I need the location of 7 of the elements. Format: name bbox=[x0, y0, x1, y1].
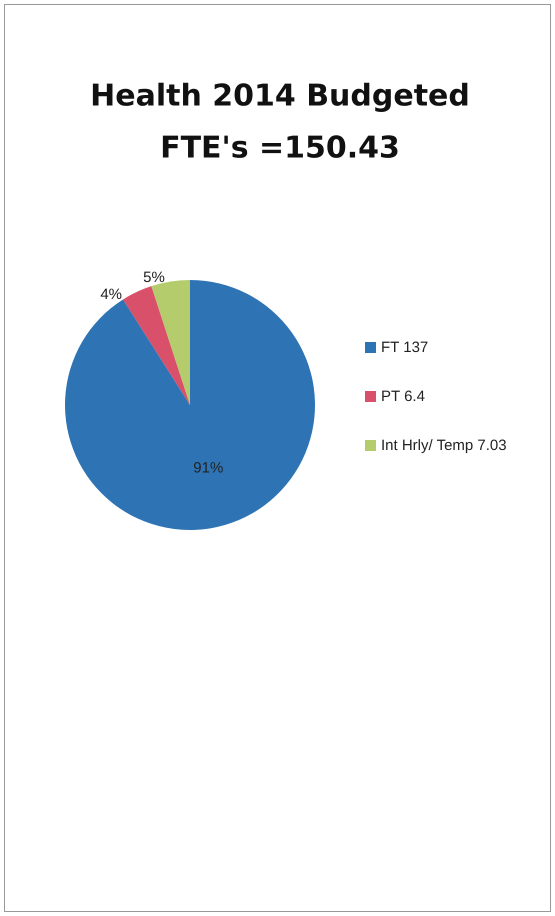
data-label: 5% bbox=[143, 269, 165, 286]
legend-label: FT 137 bbox=[381, 339, 428, 356]
legend-label: Int Hrly/ Temp 7.03 bbox=[381, 437, 507, 454]
legend-label: PT 6.4 bbox=[381, 388, 425, 405]
chart-title: Health 2014 Budgeted FTE's =150.43 bbox=[90, 78, 470, 166]
data-label: 91% bbox=[193, 459, 224, 476]
data-label: 4% bbox=[100, 286, 122, 304]
